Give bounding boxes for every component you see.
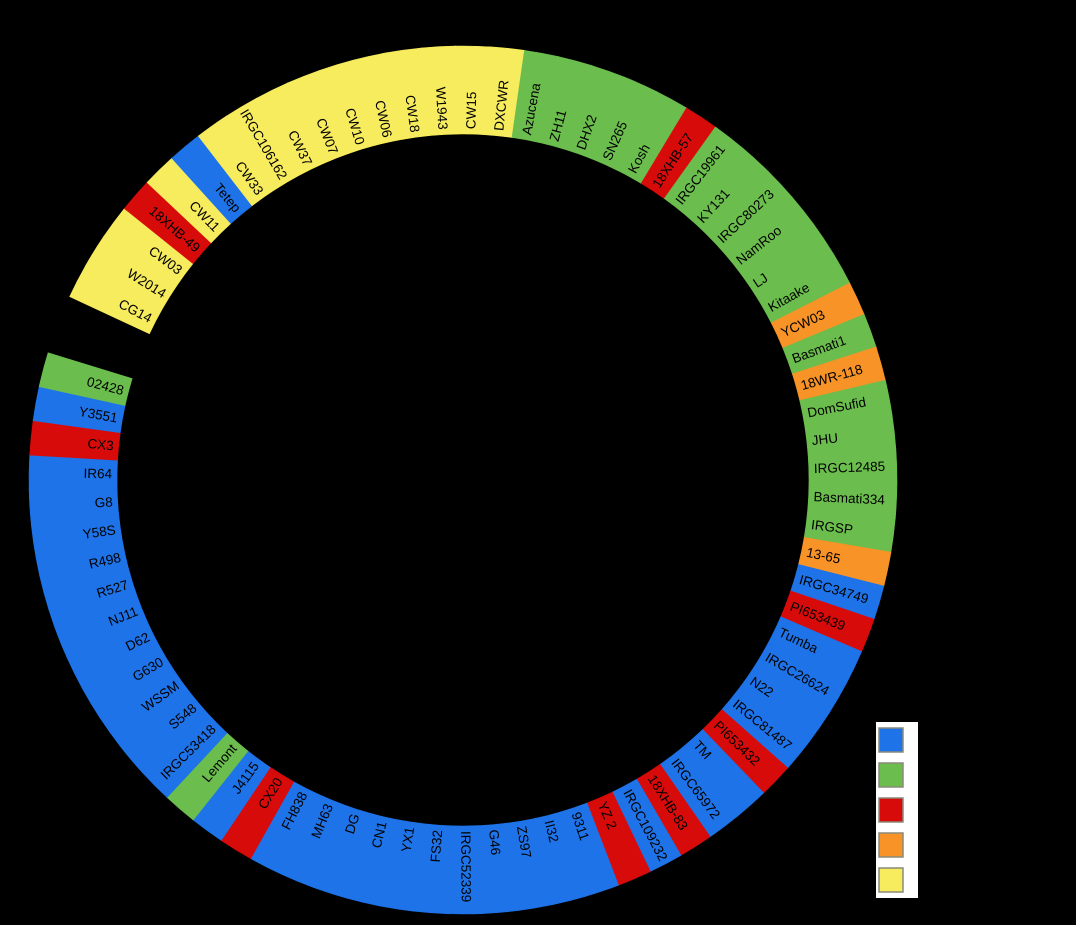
legend-swatch-yellow (878, 867, 904, 893)
segment-label: Y3551 (78, 404, 119, 426)
legend-swatch-blue (878, 727, 904, 753)
segment-label: W1943 (433, 86, 450, 130)
segment-label: DG (342, 812, 362, 836)
segment-label: YX1 (399, 826, 418, 854)
segment-label: CX3 (87, 436, 115, 453)
segment-label: LJ (750, 270, 770, 290)
accession-ring: CG14W2014CW0318XHB-49CW11TetepCW33IRGC10… (28, 45, 898, 915)
segment-label: II32 (541, 819, 561, 845)
legend (876, 722, 918, 898)
segment-label: JHU (811, 430, 839, 448)
segment-label: DXCWR (491, 79, 511, 132)
segment-label: FS32 (428, 830, 445, 863)
segment-label: IR64 (83, 466, 112, 482)
legend-swatch-green (878, 762, 904, 788)
legend-swatch-orange (878, 832, 904, 858)
segment-label: R498 (87, 550, 122, 572)
segment-label: IRGC52339 (458, 831, 474, 902)
segment-label: Y58S (82, 522, 117, 542)
segment-label: CW18 (402, 94, 422, 133)
ring-segment (38, 352, 133, 406)
segment-label: CN1 (369, 820, 390, 850)
segment-label: IRGSP (810, 517, 854, 537)
segment-label: IRGC12485 (814, 459, 886, 476)
segment-label: G46 (486, 829, 503, 856)
segment-label: Basmati334 (813, 489, 885, 507)
segment-label: 13-65 (805, 545, 842, 567)
segment-label: ZS97 (514, 825, 534, 859)
legend-swatch-red (878, 797, 904, 823)
segment-label: CW15 (463, 91, 479, 129)
segment-label: G8 (94, 494, 113, 510)
